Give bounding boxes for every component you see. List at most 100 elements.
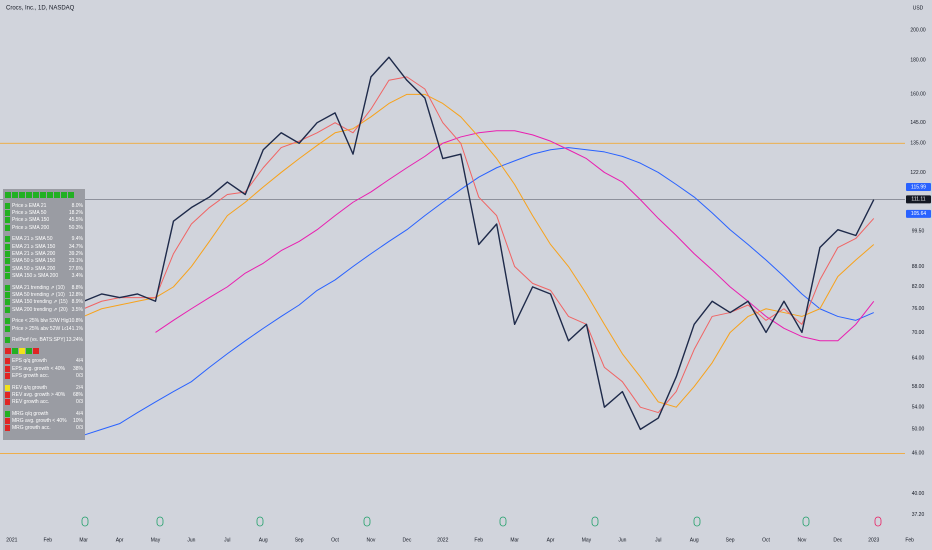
status-indicator (5, 336, 10, 343)
x-tick-label: Feb (474, 537, 483, 543)
series-line (83, 76, 875, 414)
row-value: 18.2% (68, 210, 83, 217)
event-marker[interactable] (499, 516, 507, 527)
status-indicator (5, 425, 10, 432)
panel-row: REV growth acc. 0/3 (5, 399, 83, 406)
y-tick-label: 40.00 (912, 491, 925, 497)
event-marker[interactable] (81, 516, 89, 527)
panel-row: Price ≥ SMA 50 18.2% (5, 209, 83, 217)
event-marker[interactable] (802, 516, 810, 527)
row-value: 0/3 (76, 399, 83, 406)
row-value: 8.9% (71, 299, 83, 306)
panel-row: EPS q/q growth 4/4 (5, 358, 83, 365)
y-tick-label: 82.00 (912, 284, 925, 290)
price-label: 111.11 (911, 197, 925, 203)
panel-row: SMA 150 ≥ SMA 200 3.4% (5, 273, 83, 280)
row-label: EPS avg. growth < 40% (12, 365, 65, 372)
row-label: Price ≥ SMA 200 (12, 224, 50, 231)
status-indicator (5, 291, 10, 298)
panel-row: SMA 50 ≥ SMA 150 23.1% (5, 258, 83, 265)
row-label: SMA 150 trending ⇗ (15) (12, 299, 68, 306)
panel-groups: Price ≥ EMA 21 8.0% Price ≥ SMA 50 18.2% Pri… (5, 202, 83, 432)
row-label: SMA 50 trending ⇗ (10) (12, 291, 65, 298)
price-label-box (906, 209, 931, 218)
row-label: Price ≥ EMA 21 (12, 202, 47, 209)
status-cell (12, 347, 18, 354)
row-label: MRG growth acc. (12, 425, 51, 432)
panel-row: EMA 21 ≥ SMA 50 9.4% (5, 236, 83, 243)
status-indicator (5, 373, 10, 380)
row-label: EMA 21 ≥ SMA 200 (12, 251, 56, 258)
panel-group: SMA 21 trending ⇗ (10) 8.8% SMA 50 trendin… (5, 284, 83, 314)
status-strip (5, 192, 83, 198)
row-label: SMA 150 ≥ SMA 200 (12, 273, 59, 280)
status-indicator (5, 258, 10, 265)
panel-group: Price < 25% blw 52W High 10.8% Price > 25%… (5, 317, 83, 332)
status-indicator (5, 358, 10, 365)
panel-group: MRG q/q growth 4/4 MRG avg. growth < 40% 10… (5, 410, 83, 432)
row-value: 8.0% (71, 202, 83, 209)
y-tick-label: 76.00 (912, 306, 925, 312)
status-indicator (5, 418, 10, 425)
y-tick-label: 135.00 (910, 141, 926, 147)
status-indicator (5, 210, 10, 217)
event-marker[interactable] (874, 516, 882, 527)
row-label: SMA 50 ≥ SMA 200 (12, 265, 56, 272)
x-tick-label: Nov (367, 537, 376, 543)
x-tick-label: May (151, 537, 161, 543)
row-value: 0/3 (76, 425, 83, 432)
y-tick-label: 64.00 (912, 356, 925, 362)
panel-row: SMA 200 trending ⇗ (20) 3.5% (5, 306, 83, 313)
status-indicator (5, 365, 10, 372)
panel-row: EMA 21 ≥ SMA 150 34.7% (5, 243, 83, 250)
row-value: 8.8% (71, 284, 83, 291)
row-label: SMA 50 ≥ SMA 150 (12, 258, 56, 265)
panel-row: SMA 50 trending ⇗ (10) 12.8% (5, 291, 83, 298)
event-marker[interactable] (363, 516, 371, 527)
status-cell (33, 347, 39, 354)
row-value: 38% (72, 365, 83, 372)
row-label: REV growth acc. (12, 399, 50, 406)
row-value: 2/4 (76, 384, 83, 391)
x-tick-label: Aug (690, 537, 699, 543)
panel-group: REV q/q growth 2/4 REV avg. growth > 40% 68… (5, 384, 83, 406)
row-value: 141.1% (66, 325, 83, 332)
event-marker[interactable] (156, 516, 164, 527)
panel-group: Price ≥ EMA 21 8.0% Price ≥ SMA 50 18.2% Pri… (5, 202, 83, 232)
x-tick-label: Mar (79, 537, 88, 543)
panel-row: Price > 25% abv 52W Low 141.1% (5, 325, 83, 332)
status-indicator (5, 202, 10, 209)
row-label: EPS growth acc. (12, 373, 49, 380)
status-indicator (5, 217, 10, 224)
status-indicator (5, 265, 10, 272)
row-label: REV avg. growth > 40% (12, 391, 66, 398)
status-cell (5, 347, 11, 354)
status-cell (26, 347, 32, 354)
status-indicator (5, 399, 10, 406)
panel-row: EMA 21 ≥ SMA 200 39.2% (5, 250, 83, 258)
status-indicator (5, 384, 10, 391)
status-cell (19, 347, 25, 354)
x-tick-label: Dec (402, 537, 411, 543)
x-tick-label: Apr (116, 537, 124, 543)
status-indicator (5, 251, 10, 258)
row-label: SMA 21 trending ⇗ (10) (12, 284, 65, 291)
price-label: 115.99 (911, 184, 926, 190)
panel-row: SMA 50 ≥ SMA 200 27.6% (5, 265, 83, 272)
x-tick-label: Oct (331, 537, 339, 543)
y-tick-label: 88.00 (912, 264, 925, 270)
panel-row: Price < 25% blw 52W High 10.8% (5, 317, 83, 325)
screener-panel: Price ≥ EMA 21 8.0% Price ≥ SMA 50 18.2% Pri… (3, 189, 85, 441)
row-value: 45.5% (68, 217, 83, 224)
event-marker[interactable] (693, 516, 701, 527)
event-marker[interactable] (591, 516, 599, 527)
event-marker[interactable] (256, 516, 264, 527)
status-indicator (5, 391, 10, 398)
row-label: RelPerf (vs. BATS:SPY) > 1% (12, 336, 66, 343)
panel-row: Price ≥ SMA 200 50.3% (5, 224, 83, 231)
row-label: Price ≥ SMA 50 (12, 210, 47, 217)
row-label: MRG avg. growth < 40% (12, 418, 67, 425)
x-tick-label: Sep (295, 537, 304, 543)
